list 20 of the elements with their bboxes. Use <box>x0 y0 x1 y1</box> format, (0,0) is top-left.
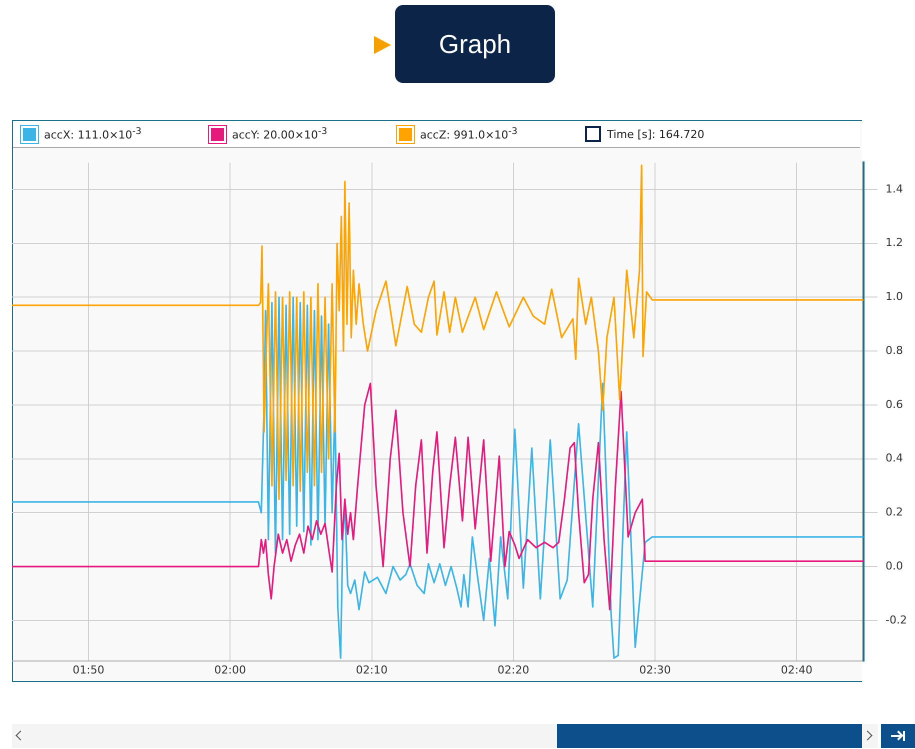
legend-label: accZ: 991.0×10$^{-3}$ <box>420 126 518 142</box>
x-tick-label: 02:30 <box>639 663 671 676</box>
y-tick-label: 1.0 <box>886 290 904 304</box>
x-tick-label: 01:50 <box>72 663 104 676</box>
y-tick-label: 1.4 <box>886 182 904 196</box>
y-tick-label: 1.2 <box>886 236 904 250</box>
legend-label: accX: 111.0×10$^{-3}$ <box>44 126 142 142</box>
x-tick-label: 02:00 <box>214 663 246 676</box>
y-tick-label: 0.4 <box>886 452 904 465</box>
legend-label: accY: 20.00×10$^{-3}$ <box>232 126 328 142</box>
x-tick-label: 02:40 <box>780 663 813 676</box>
text: Time [s]: 164.720 <box>607 128 704 140</box>
x-tick-label: 02:20 <box>498 663 530 676</box>
y-tick-label: 0.0 <box>886 559 904 572</box>
y-tick-label: 0.8 <box>886 344 904 357</box>
chart-title: Graph <box>395 5 555 83</box>
y-tick-label: 0.6 <box>886 398 904 411</box>
y-tick-label: 0.2 <box>886 506 904 519</box>
x-tick-label: 02:10 <box>356 663 388 676</box>
y-tick-label: -0.2 <box>886 613 908 626</box>
